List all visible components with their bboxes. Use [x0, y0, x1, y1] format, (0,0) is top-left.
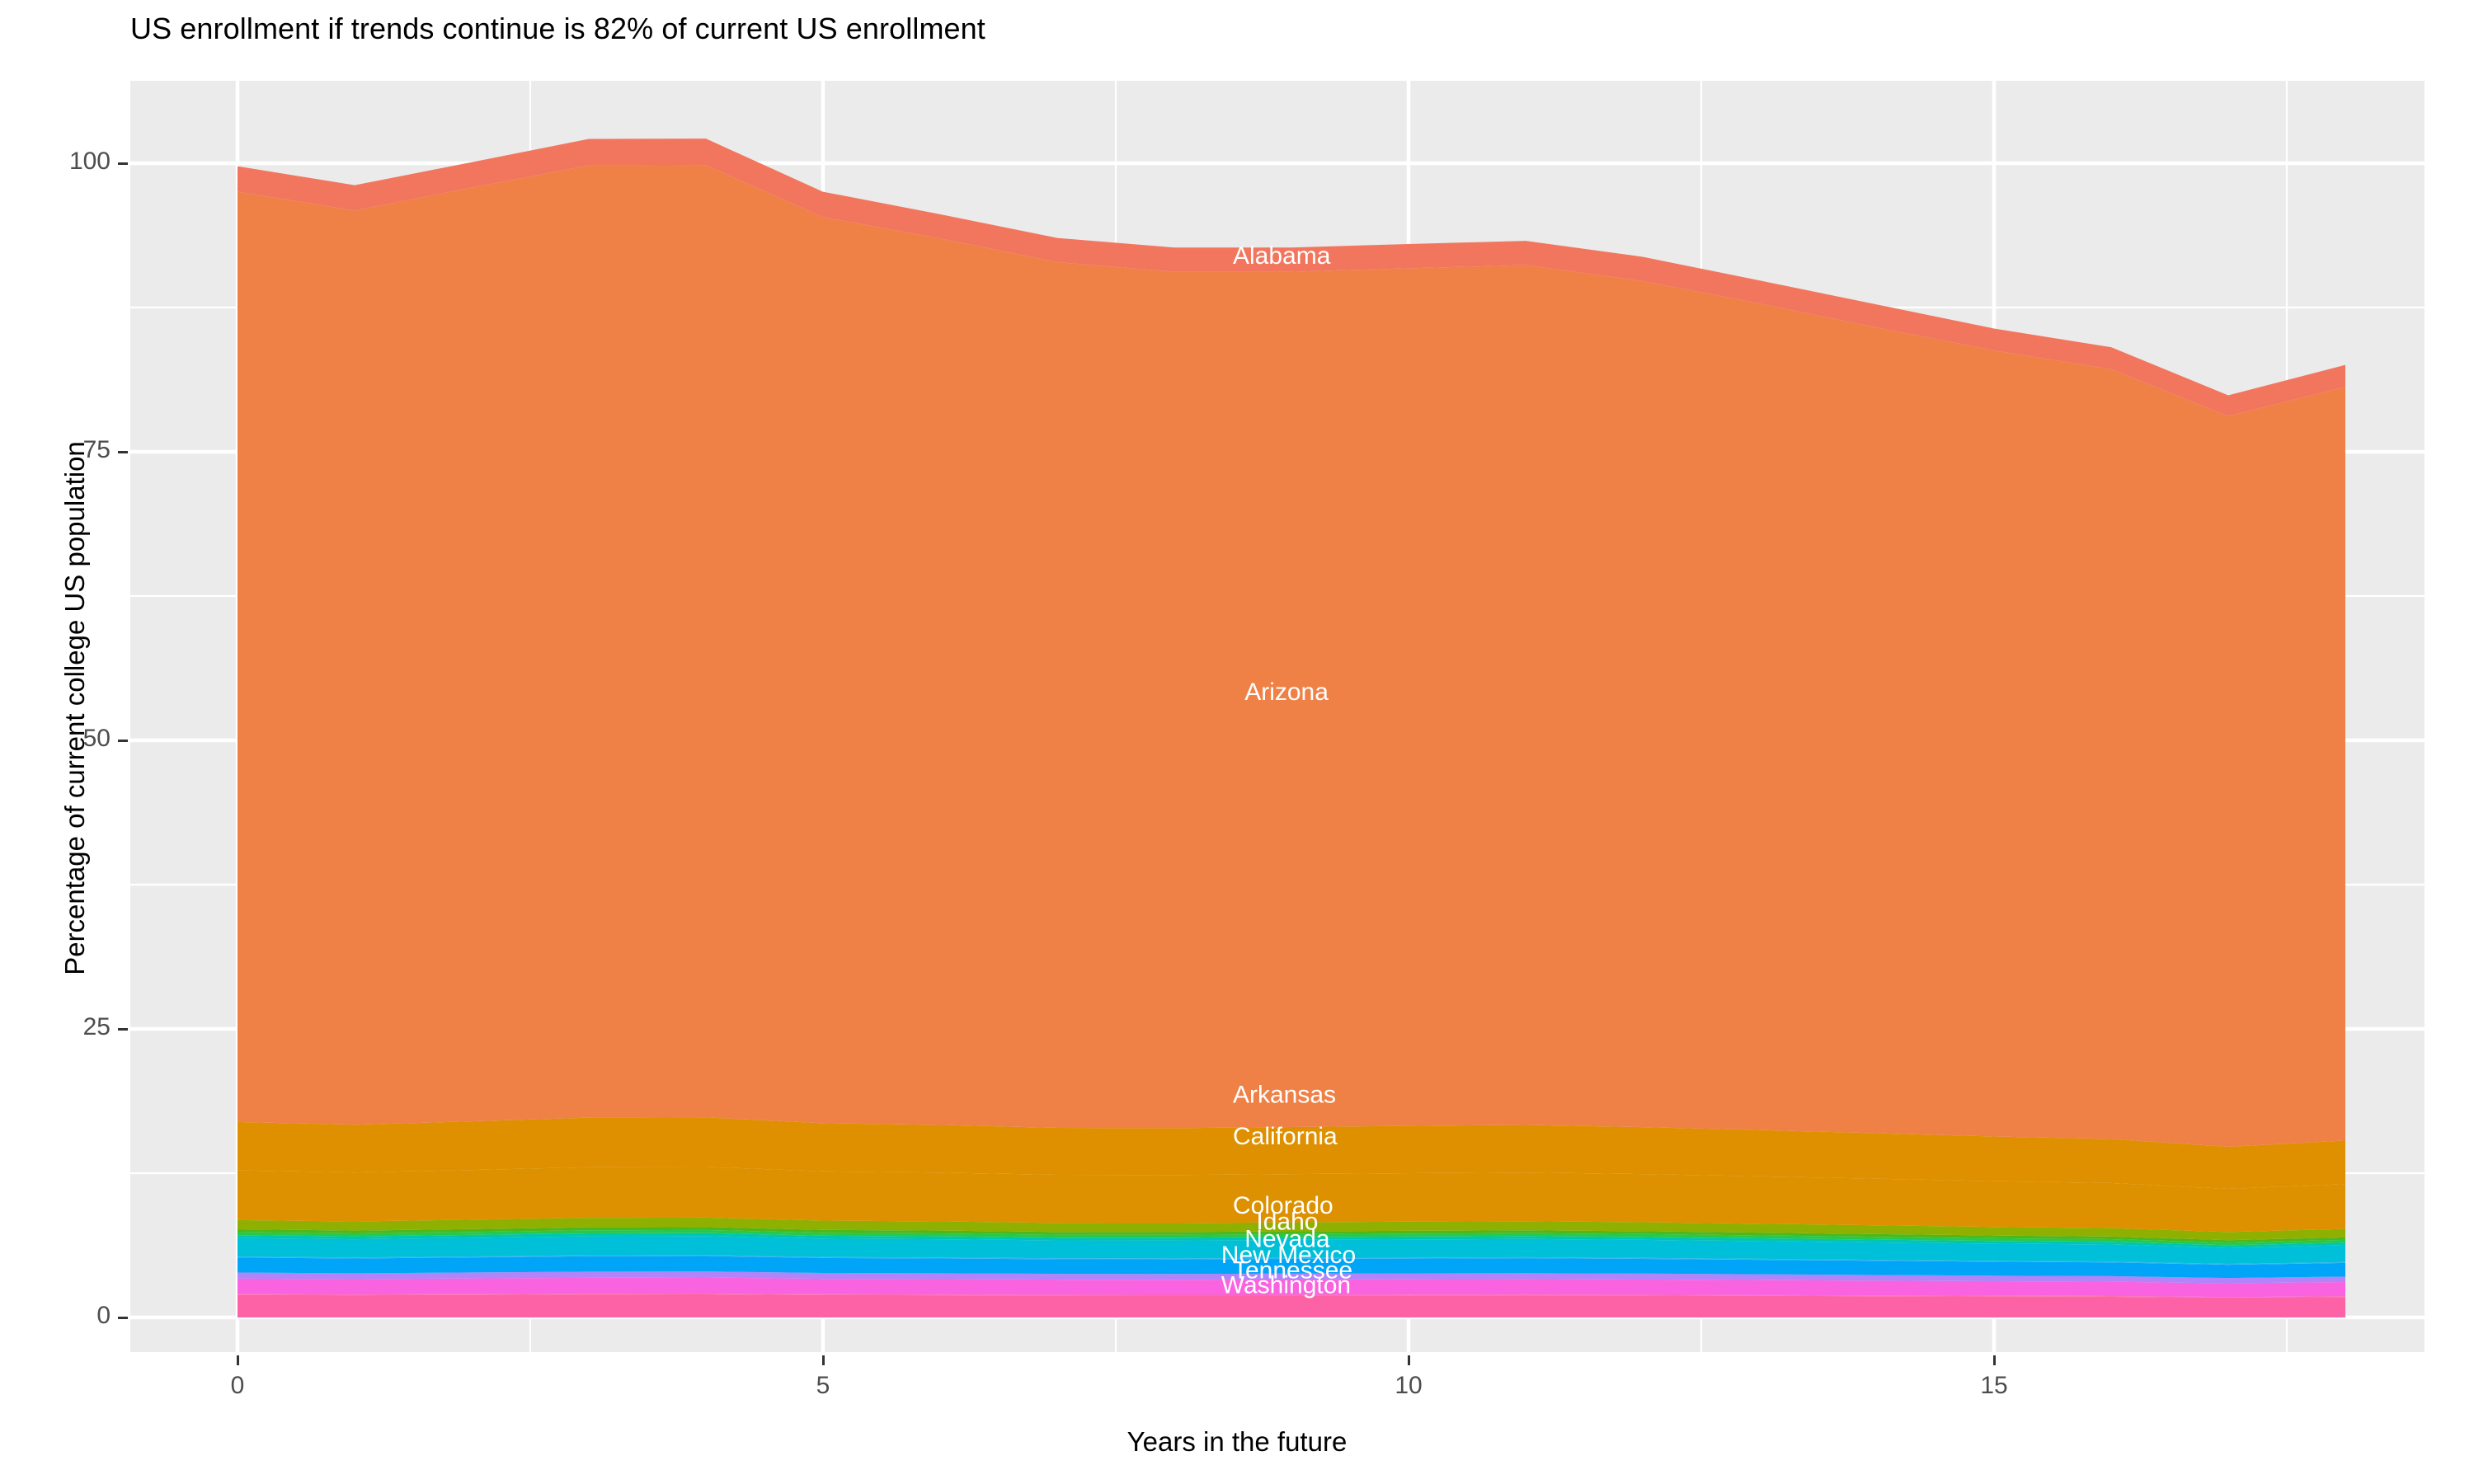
y-axis-tick-mark: [118, 739, 128, 742]
area-series-washington: [238, 1294, 2345, 1317]
series-label-tennessee: Tennessee: [1233, 1256, 1352, 1284]
area-series-unnamed-green-1: [238, 1229, 2345, 1246]
y-axis-tick-label: 100: [68, 148, 111, 175]
area-series-unnamed-violet: [238, 1271, 2345, 1284]
area-series-colorado: [238, 1167, 2345, 1233]
series-label-arkansas: Arkansas: [1233, 1082, 1336, 1109]
y-axis-tick-mark: [118, 1027, 128, 1031]
area-series-new-mexico: [238, 1256, 2345, 1279]
series-label-california: California: [1233, 1123, 1338, 1150]
series-label-new-mexico: New Mexico: [1221, 1242, 1356, 1269]
series-label-colorado: Colorado: [1233, 1192, 1333, 1219]
series-label-nevada: Nevada: [1244, 1226, 1330, 1253]
x-axis-tick-mark: [821, 1355, 825, 1365]
y-axis-tick-label: 50: [82, 725, 111, 752]
x-axis-title: Years in the future: [1126, 1426, 1348, 1457]
area-series-unnamed-teal: [238, 1233, 2345, 1248]
area-series-nevada: [238, 1236, 2345, 1265]
area-series-california: [238, 1117, 2345, 1190]
area-series-tennessee: [238, 1277, 2345, 1298]
x-axis-tick-mark: [1992, 1355, 1996, 1365]
area-series-arkansas: [238, 165, 2345, 1147]
area-series-unnamed-green-2: [238, 1227, 2345, 1243]
series-label-idaho: Idaho: [1256, 1209, 1318, 1236]
plot-panel: Alabama Arizona Arkansas California Colorado…: [130, 81, 2425, 1352]
y-axis-title: Percentage of current college US populat…: [59, 441, 90, 975]
y-axis-tick-mark: [118, 1316, 128, 1319]
x-axis-tick-label: 5: [816, 1372, 830, 1399]
page-title: US enrollment if trends continue is 82% …: [130, 12, 985, 45]
x-axis-tick-label: 0: [230, 1372, 245, 1399]
x-axis-tick-label: 10: [1395, 1372, 1423, 1399]
y-axis-tick-label: 0: [96, 1302, 111, 1329]
x-axis-tick-mark: [236, 1355, 239, 1365]
stacked-area-plot: Alabama Arizona Arkansas California Colorado…: [130, 81, 2425, 1352]
series-inline-labels: Alabama Arizona Arkansas California Colorado…: [1221, 242, 1356, 1299]
y-axis-tick-label: 25: [82, 1013, 111, 1040]
y-axis-tick-mark: [118, 162, 128, 165]
area-series-idaho: [238, 1217, 2345, 1241]
x-axis-tick-label: 15: [1980, 1372, 2008, 1399]
area-series-group: [238, 139, 2345, 1317]
series-label-arizona: Arizona: [1244, 679, 1329, 706]
y-axis-tick-mark: [118, 450, 128, 453]
x-axis-tick-mark: [1407, 1355, 1410, 1365]
y-axis-tick-label: 75: [82, 436, 111, 463]
series-label-alabama: Alabama: [1233, 242, 1331, 270]
series-label-washington: Washington: [1221, 1272, 1351, 1299]
area-series-unnamed-pink-2: [238, 1294, 2345, 1298]
